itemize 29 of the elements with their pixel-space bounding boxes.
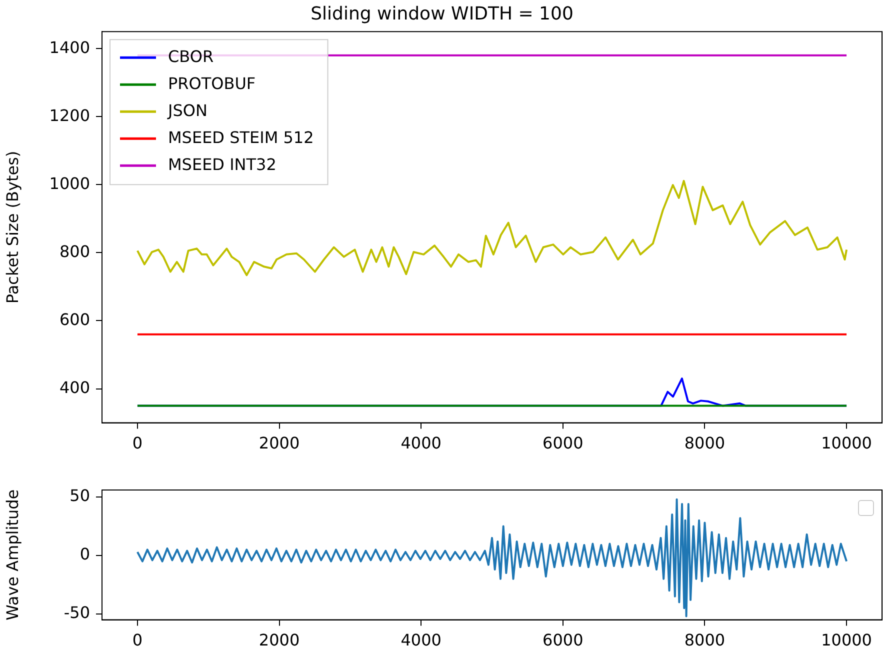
x-tick-label: 8000: [684, 630, 726, 650]
y-tick-label: 800: [59, 242, 90, 261]
y-axis-title: Packet Size (Bytes): [2, 150, 22, 304]
x-tick-label: 4000: [400, 434, 442, 453]
y-tick-label: 0: [80, 544, 90, 564]
x-tick-label: 6000: [542, 434, 584, 453]
y-tick-label: 1000: [49, 174, 90, 193]
x-tick-label: 2000: [258, 630, 300, 650]
y-tick-label: -50: [64, 603, 90, 622]
x-tick-label: 0: [132, 434, 143, 453]
y-tick-label: 400: [59, 378, 90, 397]
x-tick-label: 4000: [400, 630, 442, 650]
y-tick-label: 50: [70, 486, 90, 506]
x-tick-label: 8000: [684, 434, 726, 453]
x-tick-label: 0: [132, 630, 143, 650]
x-tick-label: 10000: [821, 630, 872, 650]
y-tick-label: 600: [59, 310, 90, 329]
x-tick-label: 10000: [821, 434, 872, 453]
legend-label: JSON: [167, 100, 208, 120]
y-axis-title: Wave Amplitude: [2, 489, 22, 620]
y-tick-label: 1200: [49, 106, 90, 125]
chart-title: Sliding window WIDTH = 100: [310, 3, 574, 24]
legend-label: PROTOBUF: [168, 74, 256, 93]
legend-label: CBOR: [168, 46, 214, 66]
x-tick-label: 6000: [542, 630, 584, 650]
legend-label: MSEED STEIM 512: [168, 128, 314, 147]
y-tick-label: 1400: [49, 38, 90, 57]
x-tick-label: 2000: [258, 434, 300, 453]
legend-label: MSEED INT32: [168, 154, 276, 174]
